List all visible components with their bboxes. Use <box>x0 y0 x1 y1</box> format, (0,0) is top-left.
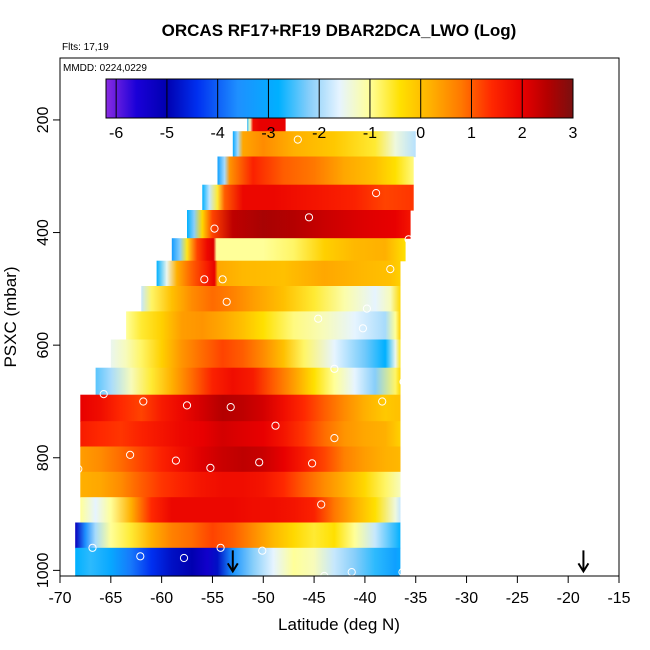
x-tick-label: -50 <box>252 590 275 607</box>
heatmap-band <box>187 210 411 239</box>
colorbar: -6 -5 -4 -3 -2 -1 0 1 2 3 <box>105 78 578 142</box>
colorbar-tick-label: -5 <box>160 125 174 142</box>
colorbar-tick-label: 3 <box>569 125 578 142</box>
data-point-marker <box>304 213 314 222</box>
x-tick-label: -30 <box>455 590 478 607</box>
flights-subtitle: Flts: 17,19 <box>62 42 109 53</box>
heatmap-band <box>217 156 414 186</box>
y-tick-label: 400 <box>35 219 52 246</box>
data-point-marker <box>293 135 302 144</box>
y-tick-label: 1000 <box>35 552 52 588</box>
data-point-marker <box>171 456 180 465</box>
colorbar-tick-label: 0 <box>416 125 425 142</box>
data-point-marker <box>330 364 339 373</box>
data-point-marker <box>66 543 75 552</box>
chart-title: ORCAS RF17+RF19 DBAR2DCA_LWO (Log) <box>162 21 517 40</box>
data-point-marker <box>308 459 317 468</box>
data-point-marker <box>317 500 326 509</box>
y-axis: 200 400 600 800 1000 <box>35 106 61 588</box>
colorbar-tick-label: -4 <box>211 125 225 142</box>
data-markers <box>66 108 413 581</box>
heatmap-band <box>75 522 401 549</box>
data-point-marker <box>386 265 395 274</box>
data-point-marker <box>139 397 148 406</box>
down-arrow-icon <box>226 550 239 574</box>
data-point-marker <box>372 189 381 198</box>
heatmap-band <box>80 446 401 473</box>
x-tick-label: -15 <box>607 590 630 607</box>
colorbar-tick-label: -3 <box>261 125 275 142</box>
x-axis: -70 -65 -60 -55 -50 -45 -40 -35 -30 -25 -20 -15 <box>48 575 631 607</box>
heatmap-band <box>80 421 401 448</box>
y-tick-label: 200 <box>35 106 52 133</box>
data-point-marker <box>271 421 280 430</box>
down-arrow-icon <box>577 550 590 574</box>
colorbar-tick-label: -2 <box>312 125 326 142</box>
data-point-marker <box>179 553 189 563</box>
data-point-marker <box>210 224 219 233</box>
data-point-marker <box>74 464 83 474</box>
x-axis-label: Latitude (deg N) <box>278 615 400 634</box>
data-point-marker <box>255 458 264 467</box>
x-tick-label: -40 <box>353 590 376 607</box>
heatmap-band <box>232 131 416 158</box>
heatmap-band <box>110 339 401 369</box>
y-tick-label: 600 <box>35 332 52 359</box>
data-point-marker <box>182 401 192 410</box>
heatmap-band <box>75 547 401 577</box>
heatmap-band <box>126 311 401 341</box>
x-tick-label: -70 <box>48 590 71 607</box>
colorbar-tick-label: -6 <box>109 125 123 142</box>
data-point-marker <box>378 397 387 406</box>
heatmap-band <box>95 367 401 396</box>
data-point-marker <box>258 546 267 555</box>
data-point-marker <box>206 463 215 472</box>
heatmap-band <box>156 260 401 287</box>
x-tick-label: -60 <box>150 590 173 607</box>
heatmap-band <box>171 238 406 262</box>
heatmap-band <box>141 286 401 312</box>
colorbar-gradient <box>105 78 574 119</box>
x-tick-label: -25 <box>506 590 529 607</box>
arrow-markers <box>226 550 590 574</box>
x-tick-label: -55 <box>201 590 224 607</box>
colorbar-tick-label: -1 <box>363 125 377 142</box>
heatmap-band <box>80 497 401 524</box>
x-tick-label: -20 <box>557 590 580 607</box>
data-point-marker <box>399 377 408 386</box>
y-axis-label: PSXC (mbar) <box>1 266 20 367</box>
data-point-marker <box>99 390 108 399</box>
data-point-marker <box>88 543 97 552</box>
data-point-marker <box>404 235 413 244</box>
data-point-marker <box>358 324 367 333</box>
data-point-marker <box>136 552 145 561</box>
data-point-marker <box>71 419 80 429</box>
x-tick-label: -45 <box>303 590 326 607</box>
colorbar-tick-label: 2 <box>518 125 527 142</box>
heatmap-bands <box>75 105 416 577</box>
heatmap-band <box>80 394 401 422</box>
data-point-marker <box>330 434 339 443</box>
data-point-marker <box>314 314 323 323</box>
heatmap-band <box>80 471 401 498</box>
data-point-marker <box>362 304 371 313</box>
colorbar-tick-label: 1 <box>467 125 476 142</box>
data-point-marker <box>226 403 235 412</box>
heatmap-band <box>202 184 414 211</box>
x-tick-label: -65 <box>99 590 122 607</box>
data-point-marker <box>218 275 227 284</box>
colorbar-ticks: -6 -5 -4 -3 -2 -1 0 1 2 3 <box>109 79 578 142</box>
data-point-marker <box>166 225 175 234</box>
y-tick-label: 800 <box>35 444 52 471</box>
data-point-marker <box>222 297 231 306</box>
x-tick-label: -35 <box>404 590 427 607</box>
mmdd-note: MMDD: 0224,0229 <box>63 63 147 74</box>
data-point-marker <box>126 450 135 459</box>
data-point-marker <box>216 543 225 552</box>
data-point-marker <box>200 275 209 284</box>
